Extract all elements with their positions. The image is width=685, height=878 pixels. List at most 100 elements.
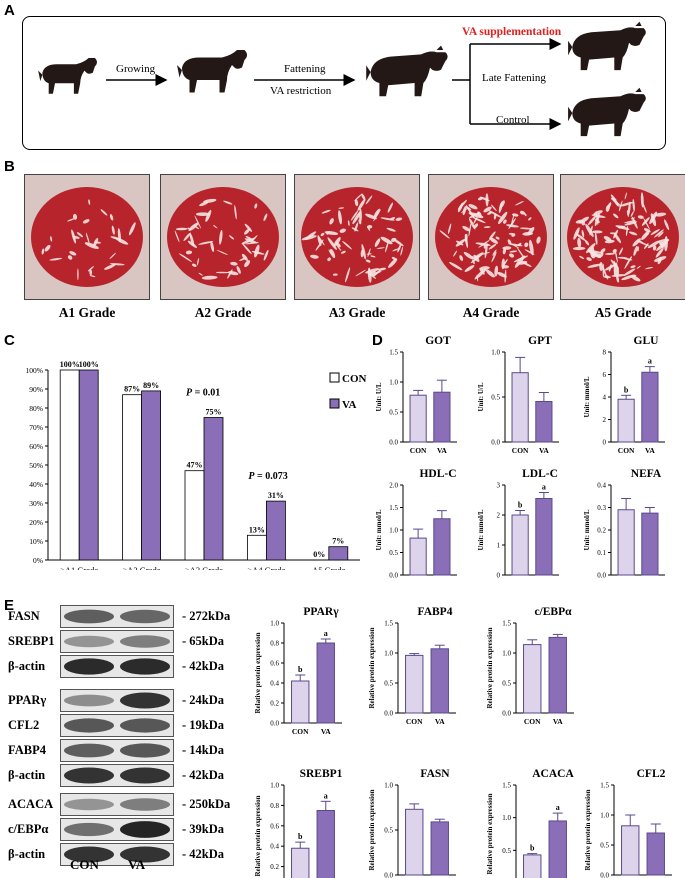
y-tick-label: 0.5 [389,549,398,557]
blot-strip [60,739,174,762]
protein-expression-charts: PPARγ 0.0 0.2 0.4 0.6 0.8 1.0 Relative protein … [254,606,672,878]
mini-chart-PPARγ: PPARγ 0.0 0.2 0.4 0.6 0.8 1.0 Relative protein … [254,606,342,736]
y-tick-label: 4 [603,394,607,402]
significance-letter: a [556,803,560,812]
blot-band [64,767,114,784]
significance-letter: a [324,791,328,800]
chart-title: GOT [425,335,451,347]
bar-value-label: 87% [124,385,140,394]
grade-label: A3 Grade [328,305,386,320]
young-cattle-icon [177,50,247,93]
x-tick-label: ≥A4 Grade [247,565,285,570]
blot-protein-label: SREBP1 [8,634,55,648]
bar-value-label: 0% [313,550,325,559]
mini-chart-FABP4: FABP4 0.0 0.5 1.0 1.5 Relative protein expres… [368,606,456,726]
fattening-label: Fattening [284,63,326,75]
grade-label: A2 Grade [194,305,252,320]
y-tick-label: 1.0 [502,650,511,658]
molecular-weight-label: - 250kDa [182,797,231,811]
blot-protein-label: PPARγ [8,693,47,707]
blot-strip [60,843,174,866]
blot-strip [60,689,174,712]
y-tick-label: 0.2 [597,527,606,535]
y-tick-label: 0.5 [502,847,511,855]
y-tick-label: 1.0 [491,349,500,357]
blot-band [120,767,170,784]
y-axis-label: Unit: mmol/L [583,376,591,417]
y-tick-label: 10% [29,537,43,546]
mini-chart-GLU: GLU 0 2 4 6 8 Unit: mmol/L b CON a VA [583,335,665,455]
y-tick-label: 30% [29,499,43,508]
significance-letter: b [298,832,303,841]
x-tick-label: VA [645,579,655,580]
va-supplementation-label: VA supplementation [462,26,562,38]
x-tick-label: CON [618,446,635,455]
y-axis-label: Unit: mmol/L [477,509,485,550]
y-tick-label: 3 [497,482,501,490]
mini-chart-FASN: FASN 0.0 0.5 1.0 Relative protein expression… [368,768,456,878]
mini-chart-GOT: GOT 0.0 0.5 1.0 1.5 Unit: U/L CON VA [375,335,457,455]
calf-icon [38,58,97,94]
blot-protein-label: β-actin [8,768,46,782]
y-tick-label: 1.0 [270,782,279,790]
significance-letter: b [530,844,535,853]
bar-con [511,514,529,576]
mini-chart-HDL-C: HDL-C 0.0 0.5 1.0 1.5 2.0 Unit: mmol/L CON VA [375,468,457,580]
y-tick-label: 0.4 [270,680,279,688]
panel-d-letter: D [372,332,383,349]
legend-label-va: VA [342,399,357,411]
x-tick-label: ≥A1 Grade [60,565,98,570]
x-tick-label: VA [437,579,447,580]
mini-chart-CFL2: CFL2 0.0 0.5 1.0 1.5 Relative protein express… [584,768,672,878]
y-tick-label: 0.0 [384,872,393,878]
chart-title: FABP4 [418,606,453,618]
p-value-annotation: P = 0.073 [248,471,287,482]
bar-value-label: 31% [268,491,284,500]
y-axis-label: Relative protein expression [368,627,376,708]
blot-band [120,692,170,709]
blot-protein-label: CFL2 [8,718,40,732]
marbling-image [160,174,286,300]
y-tick-label: 0.1 [597,549,606,557]
y-axis-label: Unit: mmol/L [583,509,591,550]
p-value-annotation: P = 0.01 [186,388,220,399]
molecular-weight-label: - 19kDa [182,718,225,732]
x-tick-label: A5 Grade [312,565,346,570]
blot-band [120,821,170,838]
y-tick-label: 0 [603,439,607,447]
y-axis-label: Relative protein expression [254,795,262,876]
growing-label: Growing [116,63,156,75]
chart-title: ACACA [532,768,574,780]
serum-biochemistry-charts: GOT 0.0 0.5 1.0 1.5 Unit: U/L CON VA GPT 0.0 0.5 1.… [375,335,665,580]
y-tick-label: 0.0 [491,439,500,447]
y-tick-label: 0.5 [384,827,393,835]
y-tick-label: 1.0 [389,379,398,387]
bar-con [617,398,635,443]
blot-band [64,798,114,811]
chart-title: GPT [528,335,552,347]
y-tick-label: 1.5 [384,620,393,628]
y-axis-label: Unit: U/L [477,382,485,411]
y-tick-label: 1.5 [389,504,398,512]
blot-band [64,609,114,624]
y-tick-label: 90% [29,385,43,394]
bar-con [59,369,80,561]
blot-band [120,635,170,648]
x-tick-label: VA [553,717,563,726]
bar-value-label: 100% [60,360,80,369]
x-tick-label: CON [292,727,309,736]
y-tick-label: 0.5 [491,394,500,402]
y-tick-label: 0 [497,572,501,580]
bar-va [430,821,449,876]
y-axis-label: Relative protein expression [254,632,262,713]
bar-con [184,470,205,561]
bar-value-label: 47% [187,461,203,470]
blot-strip [60,793,174,816]
x-tick-label: VA [539,446,549,455]
y-tick-label: 0% [33,556,43,565]
y-tick-label: 0.3 [597,504,606,512]
grade-label: A5 Grade [594,305,652,320]
y-axis-label: Relative protein expression [486,793,494,874]
